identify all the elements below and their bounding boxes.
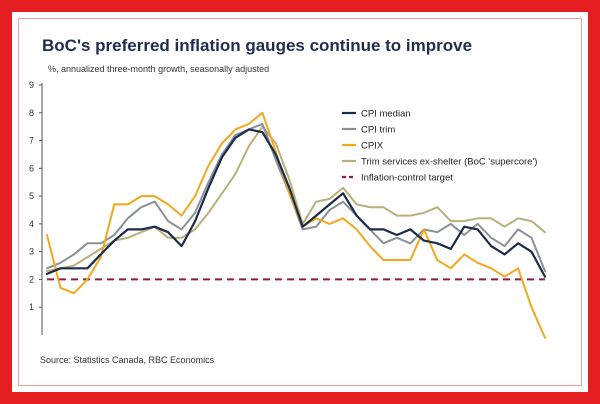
legend-label-2: CPIX <box>361 141 384 152</box>
series-line-0 <box>45 128 547 278</box>
legend-label-1: CPI trim <box>361 125 395 136</box>
series-line-1 <box>46 122 546 273</box>
axis-layer: 9 8 7 6 5 4 3 2 1 <box>29 80 43 335</box>
chart-title: BoC's preferred inflation gauges continu… <box>42 36 473 55</box>
series-line-3 <box>46 125 546 273</box>
y-tick-label: 2 <box>29 274 34 284</box>
y-tick-label: 3 <box>29 247 34 257</box>
chart-subtitle: %, annualized three-month growth, season… <box>48 64 270 74</box>
series-layer <box>45 111 547 339</box>
legend: CPI median CPI trim CPIX Trim services ex-s… <box>342 109 537 184</box>
legend-label-4: Inflation-control target <box>361 173 453 184</box>
y-tick-label: 7 <box>29 136 34 146</box>
y-tick-label: 6 <box>29 163 34 173</box>
y-tick-label: 9 <box>29 80 34 90</box>
y-tick-label: 1 <box>29 302 34 312</box>
legend-label-0: CPI median <box>361 109 411 120</box>
frame-inner-border <box>18 18 582 386</box>
legend-label-3: Trim services ex-shelter (BoC 'supercore… <box>361 157 537 168</box>
y-tick-label: 4 <box>29 219 34 229</box>
y-tick-label: 8 <box>29 108 34 118</box>
source-note: Source: Statistics Canada, RBC Economics <box>40 355 215 365</box>
y-tick-label: 5 <box>29 191 34 201</box>
line-chart: 9 8 7 6 5 4 3 2 1 CPI median CPI trim CPIX Trim ser… <box>29 80 547 339</box>
